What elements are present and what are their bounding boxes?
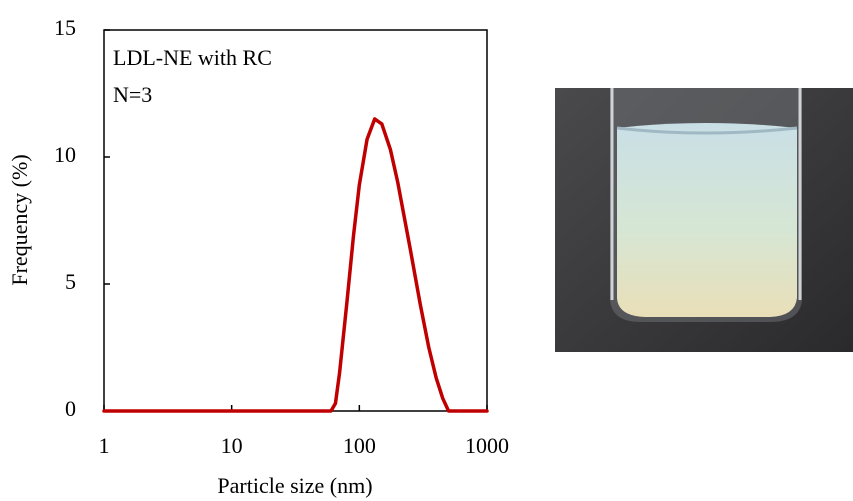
line <box>102 117 489 413</box>
annotation: LDL-NE with RC <box>113 45 272 70</box>
y-tick-label: 10 <box>54 142 76 167</box>
x-tick-label: 10 <box>221 433 243 458</box>
x-tick-label: 100 <box>343 433 376 458</box>
y-tick-label: 15 <box>54 15 76 40</box>
photo <box>555 88 853 352</box>
x-tick-label: 1 <box>99 433 110 458</box>
y-tick-label: 0 <box>65 396 76 421</box>
annotation: N=3 <box>113 82 152 107</box>
x-tick-label: 1000 <box>465 433 509 458</box>
y-tick-label: 5 <box>65 269 76 294</box>
x-axis-label: Particle size (nm) <box>217 473 372 498</box>
y-axis-label: Frequency (%) <box>7 154 32 285</box>
